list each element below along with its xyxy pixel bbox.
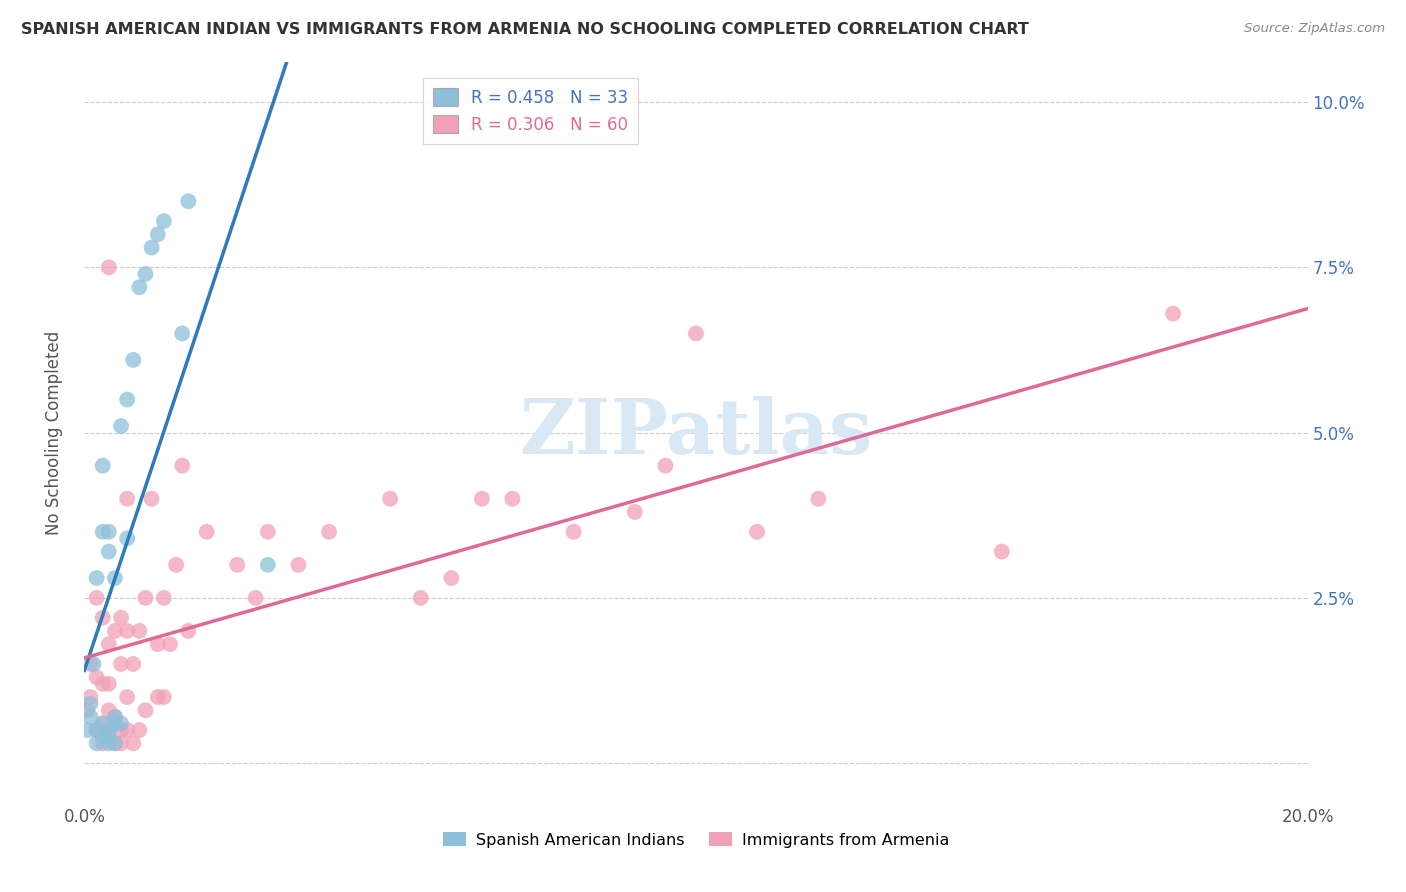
Point	[141, 240, 163, 255]
Point	[128, 624, 150, 638]
Point	[79, 690, 101, 704]
Point	[195, 524, 218, 539]
Point	[380, 491, 402, 506]
Legend: Spanish American Indians, Immigrants from Armenia: Spanish American Indians, Immigrants fro…	[436, 826, 956, 854]
Point	[91, 611, 114, 625]
Point	[502, 491, 524, 506]
Point	[115, 690, 138, 704]
Point	[135, 267, 157, 281]
Point	[226, 558, 249, 572]
Point	[104, 624, 127, 638]
Point	[991, 544, 1014, 558]
Point	[245, 591, 267, 605]
Point	[128, 280, 150, 294]
Point	[86, 723, 108, 737]
Point	[76, 703, 98, 717]
Point	[115, 392, 138, 407]
Point	[807, 491, 830, 506]
Point	[104, 710, 127, 724]
Point	[159, 637, 181, 651]
Point	[122, 352, 145, 367]
Point	[562, 524, 585, 539]
Point	[91, 458, 114, 473]
Point	[1161, 307, 1184, 321]
Point	[128, 723, 150, 737]
Point	[91, 716, 114, 731]
Point	[141, 491, 163, 506]
Point	[172, 326, 194, 341]
Point	[79, 657, 101, 671]
Point	[104, 736, 127, 750]
Text: SPANISH AMERICAN INDIAN VS IMMIGRANTS FROM ARMENIA NO SCHOOLING COMPLETED CORREL: SPANISH AMERICAN INDIAN VS IMMIGRANTS FR…	[21, 22, 1029, 37]
Y-axis label: No Schooling Completed: No Schooling Completed	[45, 331, 63, 534]
Point	[86, 571, 108, 585]
Point	[76, 723, 98, 737]
Point	[83, 657, 105, 671]
Point	[104, 736, 127, 750]
Point	[115, 491, 138, 506]
Point	[115, 624, 138, 638]
Point	[97, 677, 120, 691]
Point	[471, 491, 494, 506]
Point	[97, 723, 120, 737]
Point	[110, 657, 132, 671]
Point	[153, 690, 176, 704]
Point	[79, 710, 101, 724]
Point	[97, 524, 120, 539]
Point	[624, 505, 647, 519]
Point	[104, 571, 127, 585]
Point	[177, 624, 200, 638]
Text: ZIPatlas: ZIPatlas	[519, 396, 873, 469]
Point	[104, 716, 127, 731]
Point	[110, 736, 132, 750]
Point	[86, 591, 108, 605]
Point	[97, 703, 120, 717]
Point	[91, 524, 114, 539]
Point	[110, 419, 132, 434]
Point	[257, 524, 280, 539]
Point	[91, 730, 114, 744]
Point	[110, 723, 132, 737]
Point	[177, 194, 200, 209]
Point	[122, 736, 145, 750]
Point	[86, 736, 108, 750]
Point	[146, 227, 169, 242]
Point	[97, 260, 120, 275]
Point	[287, 558, 309, 572]
Point	[97, 736, 120, 750]
Point	[685, 326, 707, 341]
Point	[165, 558, 187, 572]
Point	[79, 697, 101, 711]
Point	[153, 591, 176, 605]
Point	[97, 723, 120, 737]
Point	[318, 524, 340, 539]
Point	[86, 723, 108, 737]
Point	[104, 710, 127, 724]
Point	[747, 524, 769, 539]
Point	[97, 637, 120, 651]
Point	[97, 730, 120, 744]
Point	[110, 716, 132, 731]
Point	[146, 637, 169, 651]
Point	[654, 458, 676, 473]
Point	[91, 677, 114, 691]
Point	[153, 214, 176, 228]
Point	[97, 544, 120, 558]
Point	[257, 558, 280, 572]
Point	[146, 690, 169, 704]
Point	[409, 591, 432, 605]
Point	[172, 458, 194, 473]
Point	[135, 703, 157, 717]
Point	[91, 736, 114, 750]
Point	[115, 723, 138, 737]
Text: Source: ZipAtlas.com: Source: ZipAtlas.com	[1244, 22, 1385, 36]
Point	[122, 657, 145, 671]
Point	[91, 716, 114, 731]
Point	[135, 591, 157, 605]
Point	[86, 670, 108, 684]
Point	[115, 532, 138, 546]
Point	[110, 611, 132, 625]
Point	[440, 571, 463, 585]
